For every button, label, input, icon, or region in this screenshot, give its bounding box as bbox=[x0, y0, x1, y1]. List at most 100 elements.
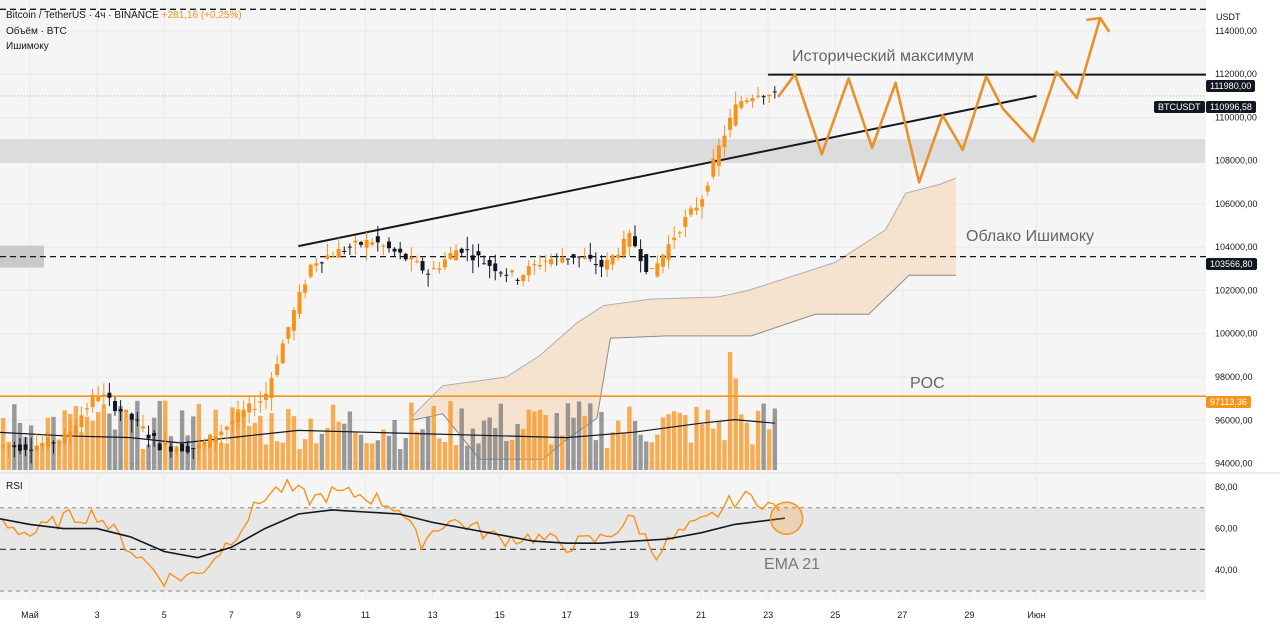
volume-bar bbox=[96, 412, 101, 470]
candle-body bbox=[426, 273, 431, 275]
candle-body bbox=[51, 442, 56, 444]
volume-bar bbox=[347, 411, 353, 470]
ema-annotation: EMA 21 bbox=[764, 556, 821, 573]
candle-body bbox=[537, 265, 542, 267]
volume-bar bbox=[638, 434, 643, 470]
price-axis-bg bbox=[1206, 0, 1280, 631]
rsi-panel bbox=[0, 478, 1205, 592]
volume-bar bbox=[414, 431, 420, 470]
candle-body bbox=[62, 433, 67, 444]
candle-body bbox=[185, 446, 190, 453]
candle-body bbox=[146, 434, 151, 439]
volume-bar bbox=[219, 442, 224, 470]
candle-body bbox=[756, 95, 761, 97]
volume-bar bbox=[442, 442, 448, 470]
candle-body bbox=[23, 444, 28, 450]
time-tick: 13 bbox=[428, 610, 438, 620]
candle-body bbox=[677, 232, 682, 234]
volume-bar bbox=[683, 415, 688, 470]
candle-body bbox=[280, 343, 285, 364]
symbol-title[interactable]: Bitcoin / TetherUS · 4ч · BINANCE bbox=[6, 10, 159, 21]
candle-body bbox=[744, 100, 749, 103]
candle-body bbox=[107, 392, 112, 398]
volume-bar bbox=[286, 408, 291, 470]
volume-bar bbox=[493, 427, 498, 470]
volume-bar bbox=[252, 422, 257, 470]
rsi-tick: 60,00 bbox=[1215, 524, 1238, 534]
volume-bar bbox=[274, 441, 280, 470]
candle-body bbox=[437, 268, 442, 270]
candle-body bbox=[208, 434, 213, 448]
volume-bar bbox=[767, 429, 772, 470]
ichimoku-indicator-label[interactable]: Ишимоку bbox=[6, 41, 49, 52]
candle-body bbox=[168, 446, 173, 452]
volume-bar bbox=[526, 409, 531, 470]
volume-bar bbox=[470, 428, 476, 470]
volume-bar bbox=[314, 443, 319, 470]
volume-bar bbox=[302, 439, 308, 470]
rsi-indicator-label[interactable]: RSI bbox=[6, 481, 23, 492]
volume-bar bbox=[146, 444, 151, 470]
currency-label[interactable]: USDT bbox=[1216, 12, 1241, 22]
candle-body bbox=[470, 255, 475, 261]
volume-bar bbox=[739, 414, 744, 470]
time-tick: 5 bbox=[162, 610, 167, 620]
candle-body bbox=[526, 266, 531, 276]
candle-body bbox=[750, 98, 755, 102]
candle-body bbox=[655, 263, 660, 277]
forecast-zigzag bbox=[777, 16, 1111, 184]
candle-body bbox=[375, 236, 380, 243]
volume-bar bbox=[12, 404, 17, 470]
ticker-label: BTCUSDT bbox=[1154, 101, 1205, 113]
volume-bar bbox=[263, 444, 269, 470]
time-tick: 7 bbox=[229, 610, 234, 620]
volume-bar bbox=[269, 412, 274, 470]
candle-body bbox=[258, 401, 263, 403]
ichimoku-span-a bbox=[412, 177, 957, 417]
candle-body bbox=[308, 264, 313, 277]
volume-bar bbox=[336, 421, 341, 470]
volume-bar bbox=[537, 409, 543, 470]
volume-bar bbox=[224, 443, 230, 470]
candle-body bbox=[560, 257, 565, 263]
candle-body bbox=[129, 413, 134, 420]
candle-body bbox=[716, 145, 721, 166]
volume-bar bbox=[705, 409, 710, 470]
volume-bar bbox=[666, 414, 671, 470]
candle-body bbox=[398, 248, 403, 253]
candle-body bbox=[739, 101, 744, 108]
candle-body bbox=[644, 254, 649, 273]
volume-bar bbox=[509, 440, 515, 470]
volume-bar bbox=[677, 412, 682, 470]
volume-bar bbox=[370, 443, 375, 470]
volume-bar bbox=[515, 424, 520, 470]
candle-body bbox=[73, 425, 78, 435]
volume-bar bbox=[112, 429, 118, 470]
candle-body bbox=[180, 443, 185, 452]
candle-body bbox=[543, 260, 548, 262]
volume-bar bbox=[755, 410, 761, 470]
candle-body bbox=[152, 433, 157, 436]
volume-bar bbox=[476, 443, 481, 470]
volume-bar bbox=[118, 406, 123, 470]
volume-bar bbox=[610, 432, 615, 470]
price-tick: 94000,00 bbox=[1215, 459, 1253, 469]
volume-bar bbox=[90, 420, 95, 470]
volume-bar bbox=[386, 435, 392, 470]
volume-bar bbox=[599, 411, 604, 470]
volume-bar bbox=[246, 425, 252, 470]
volume-bar bbox=[40, 443, 45, 470]
time-tick: 11 bbox=[361, 610, 370, 620]
volume-indicator-label[interactable]: Объём · BTC bbox=[6, 26, 67, 37]
candle-body bbox=[163, 442, 168, 445]
candle-body bbox=[359, 242, 364, 245]
candle-body bbox=[140, 426, 145, 429]
volume-bar bbox=[420, 429, 425, 470]
candle-body bbox=[230, 421, 235, 425]
candle-body bbox=[403, 253, 408, 260]
volume-bar bbox=[191, 416, 196, 470]
candle-body bbox=[342, 250, 347, 252]
candle-body bbox=[672, 237, 677, 241]
volume-bar bbox=[291, 416, 297, 470]
